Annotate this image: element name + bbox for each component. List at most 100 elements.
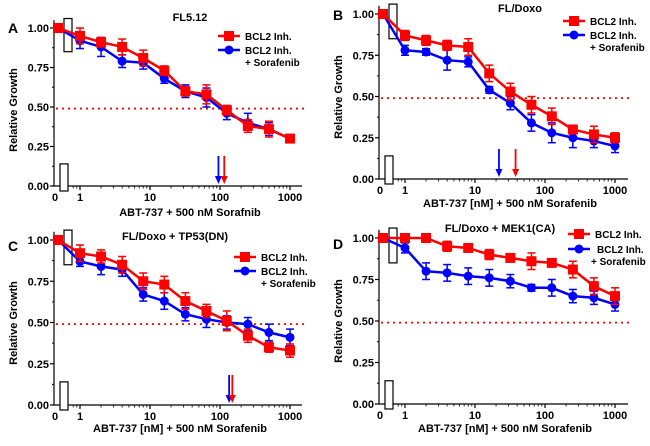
data-point-circle xyxy=(589,293,599,303)
legend: BCL2 Inh. BCL2 Inh. + Sorafenib xyxy=(218,31,300,69)
y-tick-label: 0.50 xyxy=(28,102,49,114)
data-point-circle xyxy=(442,268,452,278)
axis-break-marker xyxy=(59,381,69,411)
x-tick-label: 1 xyxy=(77,411,83,423)
data-point-circle xyxy=(610,141,620,151)
y-axis-label: Relative Growth xyxy=(8,281,20,365)
y-tick-label: 0.00 xyxy=(353,174,374,186)
series-bcl2-inh xyxy=(53,235,295,403)
y-axis-label: Relative Growth xyxy=(333,279,345,363)
data-point-square xyxy=(53,23,63,33)
data-point-square xyxy=(442,241,453,252)
x-tick-label: 0 xyxy=(52,192,58,204)
legend-red-label: BCL2 Inh. xyxy=(595,230,642,241)
y-tick-label: 0.25 xyxy=(353,358,374,370)
legend-red-square-marker xyxy=(224,31,234,41)
data-point-square xyxy=(285,133,295,144)
legend-blue-label-2: + Sorafenib xyxy=(591,257,646,268)
data-point-circle xyxy=(484,85,494,95)
data-point-square xyxy=(421,233,432,243)
data-point-square xyxy=(117,41,128,52)
data-point-square xyxy=(138,53,149,64)
axis-break-marker xyxy=(384,155,394,185)
data-point-circle xyxy=(463,57,473,67)
data-point-square xyxy=(505,252,516,263)
x-tick-label: 0 xyxy=(52,411,58,423)
x-tick-label: 1 xyxy=(77,192,83,204)
data-point-square xyxy=(378,9,388,19)
x-tick-label: 1000 xyxy=(278,192,302,204)
x-tick-label: 1000 xyxy=(278,411,302,423)
data-point-square xyxy=(159,65,170,76)
y-tick-label: 0.50 xyxy=(353,92,374,104)
series-line xyxy=(382,13,616,139)
legend-blue-circle-marker xyxy=(574,244,584,254)
y-tick-label: 0.00 xyxy=(28,181,49,193)
data-point-square xyxy=(53,235,63,245)
legend-blue-label-1: BCL2 Inh. xyxy=(590,31,637,42)
data-point-square xyxy=(567,124,578,135)
panel-letter: B xyxy=(333,7,343,23)
x-tick-label: 1000 xyxy=(603,410,627,422)
data-point-square xyxy=(180,86,191,97)
x-tick-label: 10 xyxy=(144,192,156,204)
data-point-square xyxy=(484,249,495,260)
x-axis-label: ABT-737 [nM] + 500 nM Sorafenib xyxy=(418,423,592,435)
data-point-circle xyxy=(526,118,536,128)
data-point-square xyxy=(463,242,474,253)
data-point-circle xyxy=(400,45,410,55)
axes: 0.00 0.25 0.50 0.75 1.00 1 10 100 1000 0 xyxy=(353,3,628,197)
axes: 0.00 0.25 0.50 0.75 1.00 1 10 100 1000 0 xyxy=(353,227,628,422)
y-tick-label: 0.50 xyxy=(28,318,49,330)
data-point-square xyxy=(117,259,128,270)
data-point-square xyxy=(588,281,599,292)
data-point-square xyxy=(463,42,474,52)
ic50-arrow-head xyxy=(214,176,222,184)
data-point-circle xyxy=(285,332,295,342)
data-point-circle xyxy=(526,283,536,293)
data-point-circle xyxy=(547,283,557,293)
data-point-circle xyxy=(463,271,473,281)
x-tick-label: 0 xyxy=(377,185,383,197)
data-point-square xyxy=(263,124,274,135)
series-bcl2-inh-sorafenib xyxy=(53,235,295,403)
series-line xyxy=(57,26,291,140)
panel-a: A FL5.12 ABT-737 + 500 nM Sorafnib Relat… xyxy=(8,12,306,219)
panel-title: FL5.12 xyxy=(173,12,208,24)
data-point-square xyxy=(180,296,191,307)
panel-b: B FL/Doxo ABT-737 [nM] + 500 nM Sorafeni… xyxy=(333,3,645,210)
axis-break-marker xyxy=(59,163,69,192)
data-point-circle xyxy=(568,291,578,301)
y-tick-label: 1.00 xyxy=(353,9,374,21)
data-point-circle xyxy=(547,128,557,138)
x-tick-label: 1 xyxy=(402,185,408,197)
y-tick-label: 0.25 xyxy=(28,359,49,371)
data-point-circle xyxy=(484,273,494,283)
y-tick-label: 1.00 xyxy=(28,235,49,247)
data-point-circle xyxy=(264,327,274,337)
legend-blue-label-1: BCL2 Inh. xyxy=(245,46,292,57)
panel-letter: D xyxy=(333,236,343,252)
data-point-square xyxy=(75,30,85,41)
data-point-square xyxy=(285,345,295,356)
data-point-square xyxy=(421,35,432,46)
x-tick-label: 1000 xyxy=(603,185,627,197)
data-point-square xyxy=(96,251,107,262)
data-point-circle xyxy=(159,74,169,84)
data-point-circle xyxy=(180,309,190,319)
data-point-square xyxy=(442,40,453,51)
data-point-square xyxy=(263,342,274,353)
y-tick-label: 0.00 xyxy=(28,400,49,412)
legend-blue-label-2: + Sorafenib xyxy=(590,43,645,54)
y-tick-label: 1.00 xyxy=(28,23,49,35)
data-point-circle xyxy=(243,319,253,329)
data-point-circle xyxy=(442,55,452,65)
y-axis-label: Relative Growth xyxy=(333,55,345,139)
legend-blue-circle-marker xyxy=(240,266,250,276)
y-tick-label: 0.75 xyxy=(353,275,374,287)
ic50-arrow-head xyxy=(220,176,228,184)
data-point-square xyxy=(378,233,388,243)
data-point-circle xyxy=(505,98,515,108)
data-point-circle xyxy=(138,289,148,299)
